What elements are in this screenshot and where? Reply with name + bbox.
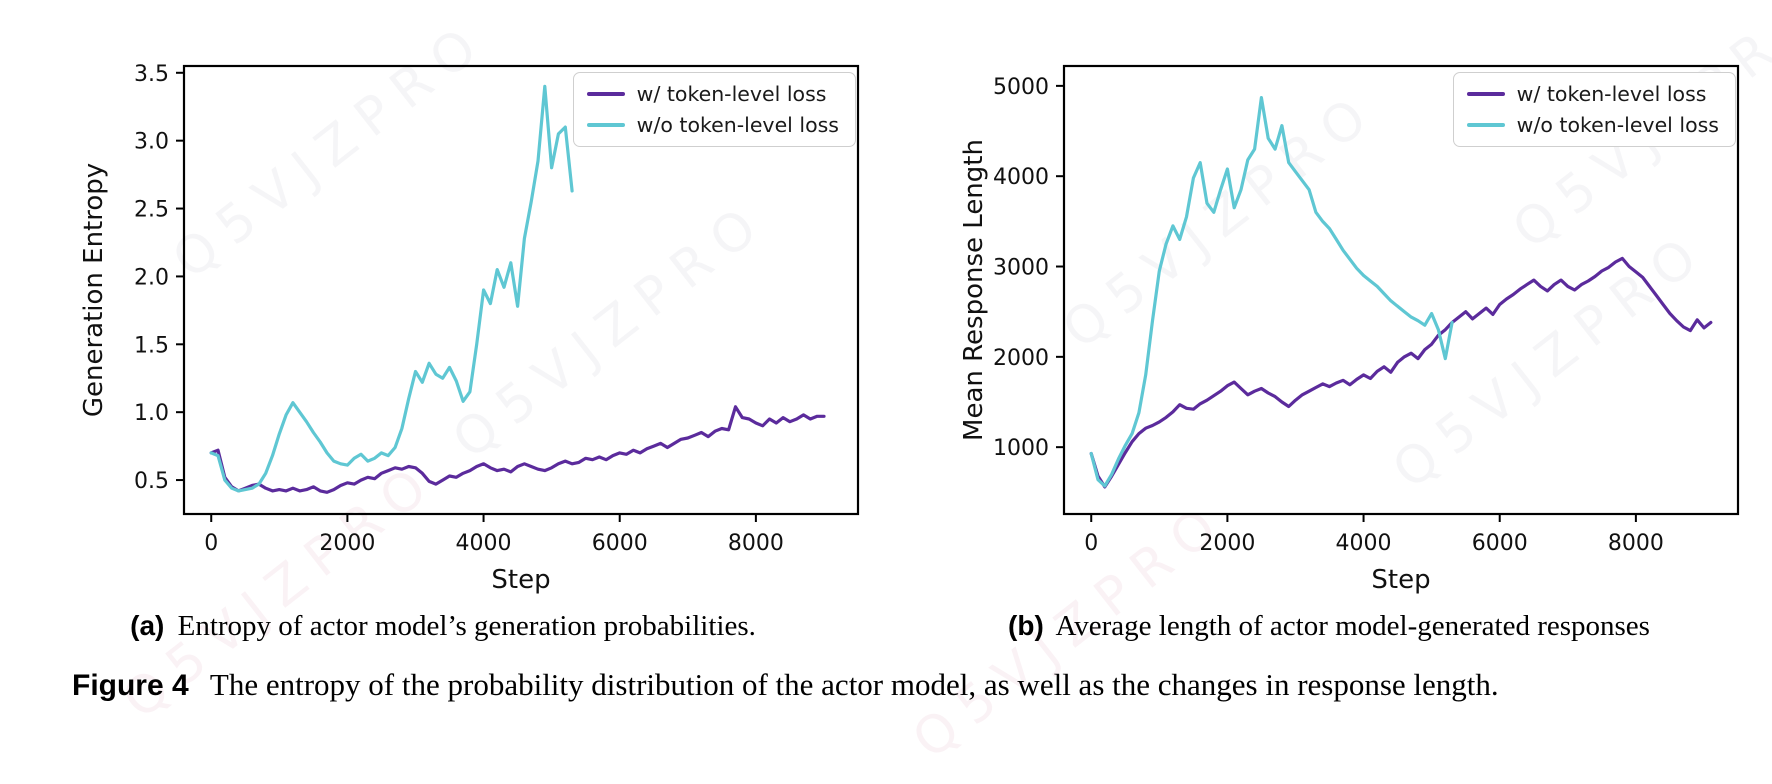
legend-label: w/ token-level loss bbox=[636, 82, 827, 106]
svg-text:4000: 4000 bbox=[993, 165, 1049, 190]
figure-caption: Figure 4 The entropy of the probability … bbox=[0, 667, 1772, 703]
legend-label: w/o token-level loss bbox=[636, 113, 839, 137]
legend-item-with-token-level-loss: w/ token-level loss bbox=[586, 82, 839, 106]
generation-entropy-plot: 0 2000 4000 6000 8000 0.5 1.0 1.5 2.0 2.5 3.0 3.5 St… bbox=[79, 62, 860, 595]
legend-item-without-token-level-loss: w/o token-level loss bbox=[586, 113, 839, 137]
without-loss-line-swatch bbox=[1466, 123, 1505, 127]
svg-text:Mean Response Length: Mean Response Length bbox=[959, 139, 989, 441]
svg-text:2000: 2000 bbox=[1199, 531, 1255, 556]
svg-text:1.0: 1.0 bbox=[134, 401, 169, 426]
svg-text:2000: 2000 bbox=[993, 346, 1049, 371]
legend-box: w/ token-level loss w/o token-level loss bbox=[1452, 72, 1736, 147]
figure-caption-label: Figure 4 bbox=[72, 669, 189, 702]
svg-text:0: 0 bbox=[204, 531, 218, 556]
svg-text:3.0: 3.0 bbox=[134, 130, 169, 155]
svg-text:0.5: 0.5 bbox=[134, 469, 169, 494]
legend-label: w/ token-level loss bbox=[1516, 82, 1707, 106]
sub-captions-row: (a) Entropy of actor model’s generation … bbox=[0, 610, 1772, 643]
svg-text:8000: 8000 bbox=[1608, 531, 1664, 556]
svg-text:4000: 4000 bbox=[456, 531, 512, 556]
legend-item-without-token-level-loss: w/o token-level loss bbox=[1466, 113, 1719, 137]
svg-text:2.5: 2.5 bbox=[134, 198, 169, 223]
svg-text:8000: 8000 bbox=[728, 531, 784, 556]
svg-text:3000: 3000 bbox=[993, 256, 1049, 281]
svg-text:Generation Entropy: Generation Entropy bbox=[79, 163, 109, 417]
svg-text:Step: Step bbox=[491, 565, 550, 595]
subcaption-b-label: (b) bbox=[1008, 610, 1044, 641]
without-loss-line-swatch bbox=[586, 123, 625, 127]
svg-text:6000: 6000 bbox=[592, 531, 648, 556]
legend-box: w/ token-level loss w/o token-level loss bbox=[572, 72, 856, 147]
mean-response-length-plot: 0 2000 4000 6000 8000 1000 2000 3000 4000 5000 Ste… bbox=[959, 64, 1740, 595]
legend-label: w/o token-level loss bbox=[1516, 113, 1719, 137]
svg-text:2000: 2000 bbox=[319, 531, 375, 556]
subcaption-b-text: Average length of actor model-generated … bbox=[1055, 610, 1650, 642]
figure-charts-row: 0 2000 4000 6000 8000 0.5 1.0 1.5 2.0 2.5 3.0 3.5 St… bbox=[76, 50, 1756, 598]
svg-text:3.5: 3.5 bbox=[134, 62, 169, 87]
svg-text:6000: 6000 bbox=[1472, 531, 1528, 556]
svg-text:Step: Step bbox=[1371, 565, 1430, 595]
legend-item-with-token-level-loss: w/ token-level loss bbox=[1466, 82, 1719, 106]
subcaption-a: (a) Entropy of actor model’s generation … bbox=[0, 610, 886, 643]
chart-a-generation-entropy: 0 2000 4000 6000 8000 0.5 1.0 1.5 2.0 2.5 3.0 3.5 St… bbox=[76, 50, 876, 598]
chart-b-mean-response-length: 0 2000 4000 6000 8000 1000 2000 3000 4000 5000 Ste… bbox=[956, 50, 1756, 598]
figure-caption-text: The entropy of the probability distribut… bbox=[209, 667, 1499, 702]
subcaption-a-label: (a) bbox=[130, 610, 165, 641]
with-loss-line-swatch bbox=[586, 92, 625, 96]
with-loss-line-swatch bbox=[1466, 92, 1505, 96]
svg-text:5000: 5000 bbox=[993, 75, 1049, 100]
svg-text:2.0: 2.0 bbox=[134, 265, 169, 290]
svg-text:1.5: 1.5 bbox=[134, 333, 169, 358]
svg-text:4000: 4000 bbox=[1336, 531, 1392, 556]
subcaption-b: (b) Average length of actor model-genera… bbox=[886, 610, 1772, 643]
svg-text:0: 0 bbox=[1084, 531, 1098, 556]
svg-text:1000: 1000 bbox=[993, 436, 1049, 461]
subcaption-a-text: Entropy of actor model’s generation prob… bbox=[177, 610, 756, 642]
